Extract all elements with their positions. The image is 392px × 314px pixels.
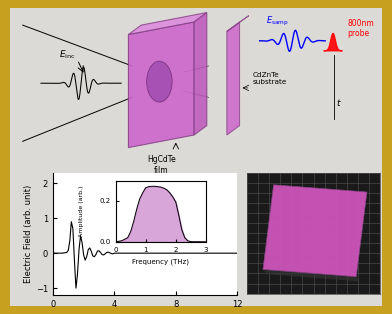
Text: $E_\mathrm{inc}$: $E_\mathrm{inc}$ (59, 49, 76, 61)
Polygon shape (129, 13, 207, 35)
Y-axis label: Amplitude (arb.): Amplitude (arb.) (79, 185, 84, 237)
Polygon shape (263, 185, 367, 277)
Text: $E_\mathrm{samp}$: $E_\mathrm{samp}$ (267, 15, 289, 28)
Polygon shape (194, 13, 207, 135)
Polygon shape (129, 22, 194, 148)
Polygon shape (227, 22, 240, 135)
Ellipse shape (147, 61, 172, 102)
Polygon shape (263, 269, 360, 281)
Y-axis label: Electric Field (arb. unit): Electric Field (arb. unit) (24, 185, 33, 283)
Text: HgCdTe
film: HgCdTe film (147, 155, 176, 175)
Text: 800nm
probe: 800nm probe (347, 19, 374, 38)
Polygon shape (227, 16, 249, 31)
Text: t: t (336, 99, 340, 108)
X-axis label: Frequency (THz): Frequency (THz) (132, 258, 189, 265)
Text: CdZnTe
substrate: CdZnTe substrate (252, 72, 287, 85)
